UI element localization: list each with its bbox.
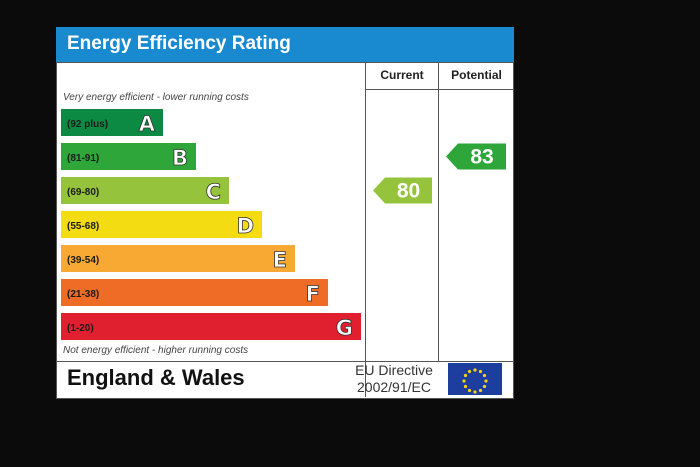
band-bar-d bbox=[61, 211, 262, 238]
band-range-a: (92 plus) bbox=[67, 119, 108, 130]
footer-line bbox=[56, 361, 514, 362]
band-letter-d: D bbox=[237, 214, 254, 238]
band-bar-e bbox=[61, 245, 295, 272]
band-bar-f bbox=[61, 279, 328, 306]
eu-directive: EU Directive 2002/91/EC bbox=[348, 362, 440, 396]
header-row-line bbox=[365, 89, 514, 90]
band-range-e: (39-54) bbox=[67, 255, 99, 266]
band-letter-f: F bbox=[306, 282, 320, 306]
potential-rating-value: 83 bbox=[470, 146, 493, 169]
eu-stars-icon bbox=[462, 368, 488, 394]
chart-header: Energy Efficiency Rating bbox=[56, 27, 514, 62]
region-label: England & Wales bbox=[67, 365, 245, 390]
band-letter-b: B bbox=[172, 146, 188, 170]
band-bar-b bbox=[61, 143, 196, 170]
band-letter-a: A bbox=[139, 112, 156, 136]
column-potential: Potential bbox=[451, 68, 502, 82]
band-range-b: (81-91) bbox=[67, 153, 99, 164]
energy-efficiency-chart: Energy Efficiency Rating Current Potenti… bbox=[56, 27, 514, 399]
band-letter-e: E bbox=[273, 248, 287, 272]
band-range-g: (1-20) bbox=[67, 323, 94, 334]
rating-bands: (92 plus) A (81-91) B (69-80) C (55-68) D (39-54… bbox=[61, 109, 506, 340]
column-current: Current bbox=[380, 68, 424, 82]
band-bar-c bbox=[61, 177, 229, 204]
potential-rating-arrow bbox=[446, 143, 506, 170]
bottom-note: Not energy efficient - higher running co… bbox=[63, 345, 249, 356]
divider-current bbox=[365, 62, 366, 397]
current-rating-value: 80 bbox=[397, 180, 420, 203]
directive-line-2: 2002/91/EC bbox=[357, 379, 431, 395]
band-range-c: (69-80) bbox=[67, 187, 99, 198]
current-rating-arrow bbox=[373, 177, 432, 204]
eu-flag-icon bbox=[448, 363, 502, 395]
divider-potential bbox=[438, 62, 439, 362]
band-range-d: (55-68) bbox=[67, 221, 99, 232]
band-letter-g: G bbox=[336, 316, 353, 340]
band-range-f: (21-38) bbox=[67, 289, 99, 300]
chart-frame bbox=[56, 62, 514, 399]
band-bar-a bbox=[61, 109, 163, 136]
directive-line-1: EU Directive bbox=[355, 362, 433, 378]
top-note: Very energy efficient - lower running co… bbox=[63, 92, 249, 103]
band-letter-c: C bbox=[206, 180, 221, 204]
chart-title: Energy Efficiency Rating bbox=[67, 33, 291, 54]
band-bar-g bbox=[61, 313, 361, 340]
